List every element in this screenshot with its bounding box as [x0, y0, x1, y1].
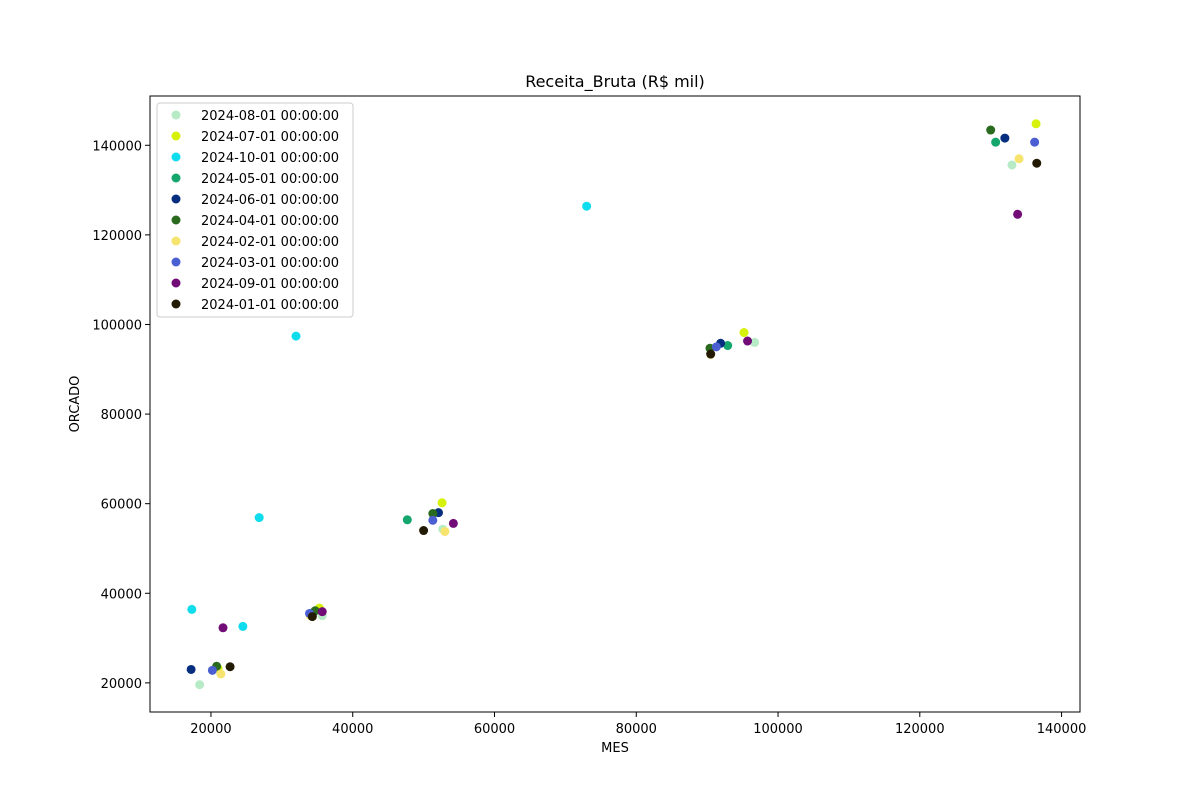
x-axis-label: MES	[601, 741, 629, 756]
legend-marker	[171, 131, 181, 141]
legend-label: 2024-08-01 00:00:00	[201, 109, 339, 124]
legend-label: 2024-09-01 00:00:00	[201, 277, 339, 292]
y-tick-label: 60000	[101, 498, 142, 513]
scatter-point	[986, 125, 996, 135]
legend-label: 2024-03-01 00:00:00	[201, 256, 339, 271]
scatter-point	[186, 664, 196, 674]
y-tick-label: 20000	[101, 677, 142, 692]
scatter-point	[723, 341, 733, 351]
scatter-point	[207, 665, 217, 675]
legend-marker	[171, 110, 181, 120]
scatter-point	[428, 515, 438, 525]
x-tick-label: 100000	[753, 722, 803, 737]
scatter-point	[750, 337, 760, 347]
scatter-point	[1014, 154, 1024, 164]
scatter-point	[1030, 137, 1040, 147]
legend-marker	[171, 194, 181, 204]
legend-marker	[171, 173, 181, 183]
scatter-point	[991, 137, 1001, 147]
plot-area-frame	[149, 95, 1081, 713]
scatter-point	[291, 331, 301, 341]
scatter-point	[1013, 209, 1023, 219]
legend: 2024-08-01 00:00:00 2024-07-01 00:00:00 20…	[156, 102, 354, 318]
legend-label: 2024-02-01 00:00:00	[201, 235, 339, 250]
scatter-point	[1000, 133, 1010, 143]
legend-marker	[171, 257, 181, 267]
x-tick-label: 40000	[332, 722, 373, 737]
scatter-point	[307, 612, 317, 622]
scatter-point	[711, 342, 721, 352]
legend-label: 2024-10-01 00:00:00	[201, 151, 339, 166]
y-tick-label: 120000	[92, 229, 142, 244]
y-axis-label: ORCADO	[68, 376, 83, 433]
scatter-point	[238, 621, 248, 631]
scatter-point	[317, 607, 327, 617]
scatter-point	[1031, 119, 1041, 129]
scatter-point	[448, 518, 458, 528]
y-tick-label: 80000	[101, 408, 142, 423]
legend-label: 2024-01-01 00:00:00	[201, 298, 339, 313]
x-axis-ticks: 20000 40000 60000 80000 100000 120000 140000	[190, 712, 1086, 737]
scatter-point	[254, 513, 264, 523]
x-tick-label: 60000	[474, 722, 515, 737]
scatter-point	[706, 349, 716, 359]
scatter-point	[743, 336, 753, 346]
legend-marker	[171, 152, 181, 162]
legend-label: 2024-07-01 00:00:00	[201, 130, 339, 145]
x-tick-label: 20000	[190, 722, 231, 737]
scatter-point	[428, 509, 438, 519]
scatter-point	[402, 515, 412, 525]
scatter-point	[195, 680, 205, 690]
y-tick-label: 140000	[92, 139, 142, 154]
scatter-marks	[186, 119, 1042, 690]
scatter-point	[582, 201, 592, 211]
scatter-point	[437, 498, 447, 508]
y-tick-label: 100000	[92, 318, 142, 333]
scatter-point	[225, 662, 235, 672]
scatter-point	[1032, 158, 1042, 168]
scatter-point	[419, 526, 429, 536]
x-tick-label: 80000	[616, 722, 657, 737]
legend-box	[156, 102, 354, 318]
x-tick-label: 120000	[895, 722, 945, 737]
chart-title: Receita_Bruta (R$ mil)	[525, 72, 705, 92]
scatter-point	[440, 526, 450, 536]
legend-label: 2024-05-01 00:00:00	[201, 172, 339, 187]
scatter-point	[218, 623, 228, 633]
scatter-point	[187, 604, 197, 614]
legend-label: 2024-06-01 00:00:00	[201, 193, 339, 208]
scatter-point	[216, 669, 226, 679]
legend-marker	[171, 236, 181, 246]
scatter-point	[1007, 160, 1017, 170]
scatter-point	[739, 328, 749, 338]
y-axis-ticks: 20000 40000 60000 80000 100000 120000 140000	[92, 139, 150, 692]
legend-marker	[171, 299, 181, 309]
legend-marker	[171, 215, 181, 225]
legend-marker	[171, 278, 181, 288]
x-tick-label: 140000	[1037, 722, 1087, 737]
legend-label: 2024-04-01 00:00:00	[201, 214, 339, 229]
y-tick-label: 40000	[101, 587, 142, 602]
